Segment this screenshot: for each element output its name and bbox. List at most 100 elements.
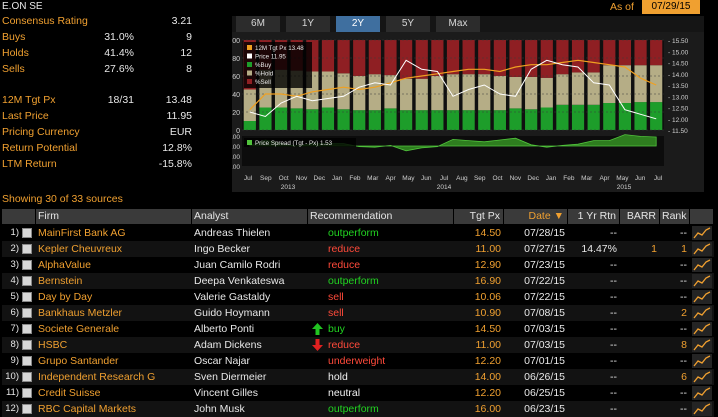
row-checkbox[interactable] bbox=[22, 324, 32, 334]
recommendation: reduce bbox=[328, 339, 361, 351]
row-checkbox[interactable] bbox=[22, 292, 32, 302]
analyst-name[interactable]: Vincent Gilles bbox=[194, 387, 259, 399]
x-tick-month: Apr bbox=[386, 175, 397, 182]
column-header-recommendation[interactable]: Recommendation bbox=[308, 209, 454, 224]
analyst-name[interactable]: Sven Diermeier bbox=[194, 371, 267, 383]
table-row[interactable]: 9) Grupo Santander Oscar Najar underweight 1… bbox=[2, 353, 714, 369]
stat-value-secondary: 18/31 bbox=[107, 94, 134, 106]
table-row[interactable]: 3) AlphaValue Juan Camilo Rodri reduce 12.90… bbox=[2, 257, 714, 273]
row-index: 8) bbox=[10, 339, 19, 350]
rating-date: 07/22/15 bbox=[524, 291, 565, 303]
sparkline-chart-icon[interactable] bbox=[692, 306, 712, 320]
analyst-name[interactable]: Valerie Gastaldy bbox=[194, 291, 271, 303]
sparkline-chart-icon[interactable] bbox=[692, 354, 712, 368]
sparkline-chart-icon[interactable] bbox=[692, 322, 712, 336]
analyst-name[interactable]: Alberto Ponti bbox=[194, 323, 255, 335]
table-row[interactable]: 6) Bankhaus Metzler Guido Hoymann sell 10.90… bbox=[2, 305, 714, 321]
column-header-firm[interactable]: Firm bbox=[36, 209, 192, 224]
table-row[interactable]: 12) RBC Capital Markets John Musk outperfor… bbox=[2, 401, 714, 417]
sparkline-chart-icon[interactable] bbox=[692, 258, 712, 272]
column-header-tgt-px[interactable]: Tgt Px bbox=[454, 209, 504, 224]
one-year-return: -- bbox=[610, 307, 617, 319]
bar-buy bbox=[353, 110, 366, 130]
table-row[interactable]: 7) Societe Generale Alberto Ponti buy 14.50 0… bbox=[2, 321, 714, 337]
row-index: 9) bbox=[10, 355, 19, 366]
analyst-name[interactable]: Deepa Venkateswa bbox=[194, 275, 285, 287]
recommendation: buy bbox=[328, 323, 345, 335]
firm-name[interactable]: Day by Day bbox=[38, 291, 93, 303]
bar-hold bbox=[571, 72, 585, 105]
column-header-barr[interactable]: BARR bbox=[620, 209, 660, 224]
firm-name[interactable]: Grupo Santander bbox=[38, 355, 119, 367]
row-checkbox[interactable] bbox=[22, 404, 32, 414]
tab-max[interactable]: Max bbox=[436, 16, 480, 32]
analyst-name[interactable]: Ingo Becker bbox=[194, 243, 251, 255]
tab-1y[interactable]: 1Y bbox=[286, 16, 330, 32]
firm-name[interactable]: Bernstein bbox=[38, 275, 83, 287]
firm-name[interactable]: Bankhaus Metzler bbox=[38, 307, 123, 319]
analyst-name[interactable]: Juan Camilo Rodri bbox=[194, 259, 281, 271]
table-row[interactable]: 5) Day by Day Valerie Gastaldy sell 10.06 07/… bbox=[2, 289, 714, 305]
firm-name[interactable]: RBC Capital Markets bbox=[38, 403, 137, 415]
table-row[interactable]: 11) Credit Suisse Vincent Gilles neutral 12.… bbox=[2, 385, 714, 401]
firm-name[interactable]: AlphaValue bbox=[38, 259, 91, 271]
analyst-name[interactable]: Guido Hoymann bbox=[194, 307, 270, 319]
row-checkbox[interactable] bbox=[22, 372, 32, 382]
column-header-date[interactable]: Date ▼ bbox=[504, 209, 568, 224]
sparkline-chart-icon[interactable] bbox=[692, 290, 712, 304]
table-row[interactable]: 2) Kepler Cheuvreux Ingo Becker reduce 11.00… bbox=[2, 241, 714, 257]
table-row[interactable]: 4) Bernstein Deepa Venkateswa outperform 16.… bbox=[2, 273, 714, 289]
row-checkbox[interactable] bbox=[22, 356, 32, 366]
bar-hold bbox=[353, 76, 366, 111]
firm-name[interactable]: Kepler Cheuvreux bbox=[38, 243, 123, 255]
x-tick-month: Jul bbox=[440, 175, 449, 182]
sparkline-chart-icon[interactable] bbox=[692, 386, 712, 400]
column-header-rank[interactable]: Rank bbox=[660, 209, 690, 224]
bar-buy bbox=[243, 121, 256, 130]
y-tick-lower: 0.00 bbox=[232, 144, 240, 151]
rating-date: 06/25/15 bbox=[524, 387, 565, 399]
sparkline-chart-icon[interactable] bbox=[692, 338, 712, 352]
sparkline-chart-icon[interactable] bbox=[692, 226, 712, 240]
stat-value: -15.8% bbox=[158, 158, 192, 170]
legend-label: Price 11.95 bbox=[255, 54, 286, 61]
sparkline-chart-icon[interactable] bbox=[692, 242, 712, 256]
analyst-name[interactable]: Andreas Thielen bbox=[194, 227, 271, 239]
stat-value: EUR bbox=[169, 126, 192, 138]
column-header-1-yr-rtn[interactable]: 1 Yr Rtn bbox=[568, 209, 620, 224]
one-year-return: 14.47% bbox=[581, 243, 617, 255]
row-checkbox[interactable] bbox=[22, 260, 32, 270]
table-row[interactable]: 8) HSBC Adam Dickens reduce 11.00 07/03/15 -- 8 bbox=[2, 337, 714, 353]
tab-2y[interactable]: 2Y bbox=[336, 16, 380, 32]
sparkline-chart-icon[interactable] bbox=[692, 370, 712, 384]
firm-name[interactable]: Independent Research G bbox=[38, 371, 156, 383]
column-header-analyst[interactable]: Analyst bbox=[192, 209, 308, 224]
analyst-name[interactable]: Oscar Najar bbox=[194, 355, 251, 367]
row-checkbox[interactable] bbox=[22, 388, 32, 398]
rating-date: 07/03/15 bbox=[524, 323, 565, 335]
as-of-date-field[interactable]: 07/29/15 bbox=[642, 0, 700, 14]
firm-name[interactable]: Societe Generale bbox=[38, 323, 120, 335]
row-checkbox[interactable] bbox=[22, 228, 32, 238]
firm-name[interactable]: Credit Suisse bbox=[38, 387, 101, 399]
table-row[interactable]: 1) MainFirst Bank AG Andreas Thielen outper… bbox=[2, 225, 714, 241]
row-checkbox[interactable] bbox=[22, 308, 32, 318]
tab-5y[interactable]: 5Y bbox=[386, 16, 430, 32]
row-checkbox[interactable] bbox=[22, 244, 32, 254]
row-checkbox[interactable] bbox=[22, 340, 32, 350]
firm-name[interactable]: HSBC bbox=[38, 339, 68, 351]
bar-sell bbox=[384, 40, 397, 76]
barr-value bbox=[620, 273, 657, 289]
x-tick-month: May bbox=[402, 175, 415, 182]
table-row[interactable]: 10) Independent Research G Sven Diermeier h… bbox=[2, 369, 714, 385]
bar-hold bbox=[493, 76, 506, 111]
tab-6m[interactable]: 6M bbox=[236, 16, 280, 32]
analyst-name[interactable]: Adam Dickens bbox=[194, 339, 262, 351]
firm-name[interactable]: MainFirst Bank AG bbox=[38, 227, 126, 239]
stat-label: Sells bbox=[2, 63, 25, 75]
sparkline-chart-icon[interactable] bbox=[692, 274, 712, 288]
one-year-return: -- bbox=[610, 339, 617, 351]
sparkline-chart-icon[interactable] bbox=[692, 402, 712, 416]
row-checkbox[interactable] bbox=[22, 276, 32, 286]
analyst-name[interactable]: John Musk bbox=[194, 403, 245, 415]
